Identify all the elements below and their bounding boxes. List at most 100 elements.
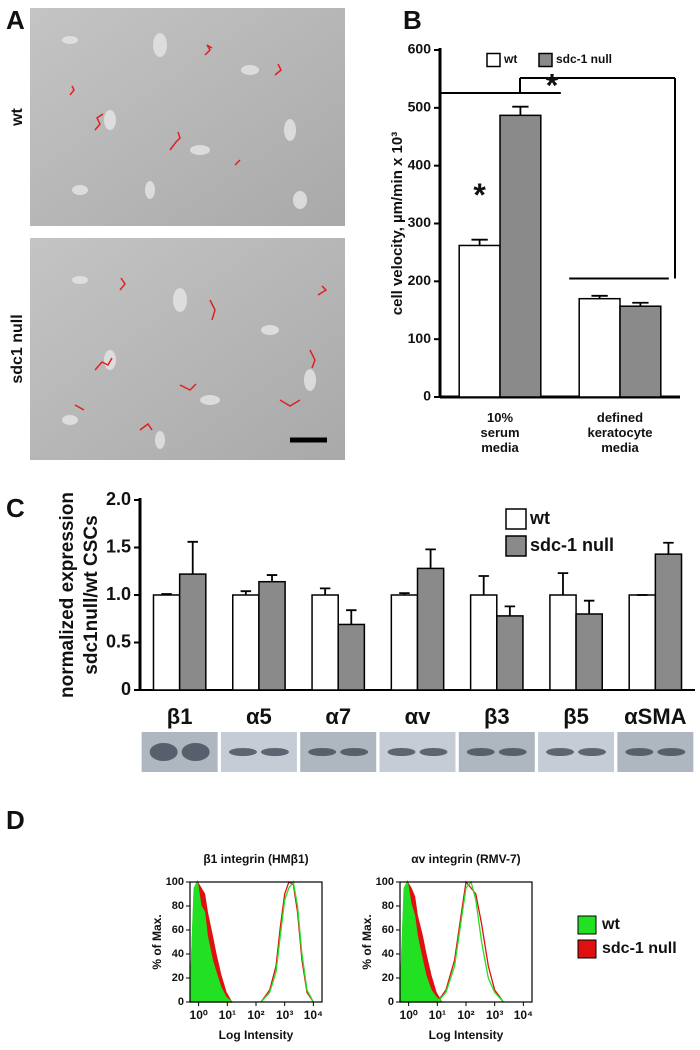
y-tick-label: 1.0	[106, 584, 131, 604]
legend-swatch	[577, 939, 597, 959]
histogram-line	[260, 880, 314, 1003]
blot-band	[625, 748, 654, 756]
bar	[578, 297, 621, 398]
y-tick-label: 20	[382, 972, 394, 984]
legend-label: sdc-1 null	[530, 535, 614, 555]
bar	[232, 594, 260, 691]
error-bar	[319, 587, 331, 595]
error-bar	[632, 301, 649, 307]
blot-band	[340, 748, 369, 756]
error-bar	[504, 605, 516, 616]
error-bar	[663, 541, 674, 555]
x-axis-label: Log Intensity	[219, 1028, 294, 1042]
y-tick-label: 40	[172, 948, 184, 960]
annotation: *	[546, 67, 559, 103]
bar	[458, 244, 501, 398]
x-tick-label: 10³	[276, 1008, 293, 1022]
y-tick-label: 60	[172, 924, 184, 936]
micrograph-label: sdc1 null	[9, 314, 26, 383]
y-tick-label: 1.5	[106, 536, 131, 556]
legend-label: sdc-1 null	[602, 940, 677, 957]
x-tick-label: 10⁰	[190, 1008, 208, 1022]
annotation: *	[473, 177, 486, 213]
legend-swatch	[577, 915, 597, 935]
y-tick-label: 2.0	[106, 489, 131, 509]
y-axis-label: sdc1null/wt CSCs	[81, 515, 102, 674]
y-tick-label: 0	[121, 679, 131, 699]
micrograph-sdc1-null	[30, 238, 345, 460]
bar	[311, 594, 339, 691]
legend-swatch	[505, 535, 527, 557]
bar	[390, 594, 419, 691]
blot-band	[260, 748, 289, 756]
bar	[654, 553, 683, 691]
y-tick-label: 80	[172, 900, 184, 912]
bar	[549, 594, 577, 691]
error-bar	[478, 575, 489, 595]
x-tick-label: 10¹	[219, 1008, 236, 1022]
histogram-line	[436, 880, 504, 1003]
blot-band	[578, 748, 607, 756]
y-tick-label: 60	[382, 924, 394, 936]
x-tick-label: 10⁴	[514, 1008, 533, 1022]
y-tick-label: 500	[408, 99, 432, 115]
error-bar	[425, 548, 436, 569]
blot-band	[419, 748, 448, 756]
blot-band	[657, 748, 686, 756]
y-tick-label: 100	[408, 330, 432, 346]
blot-band	[308, 748, 337, 756]
blot-band	[387, 748, 416, 756]
x-tick-label: αSMA	[624, 704, 687, 729]
bar	[499, 114, 542, 398]
chart-title: αv integrin (RMV-7)	[411, 852, 520, 866]
x-tick-label: 10³	[486, 1008, 503, 1022]
x-tick-label: αv	[405, 704, 432, 729]
bar	[178, 573, 207, 691]
x-tick-label: β5	[563, 704, 589, 729]
panel-label: A	[6, 5, 25, 35]
y-tick-label: 300	[408, 214, 432, 230]
x-tick-label: β3	[484, 704, 510, 729]
error-bar	[512, 105, 529, 116]
y-tick-label: 600	[408, 41, 432, 57]
x-tick-label: 10²	[457, 1008, 474, 1022]
bar	[416, 567, 445, 691]
x-tick-label: α5	[246, 704, 272, 729]
blot-band	[466, 748, 495, 756]
y-tick-label: 0	[423, 388, 431, 404]
histogram-area	[189, 879, 234, 1003]
x-tick-label: 10% serum media	[480, 410, 519, 455]
error-bar	[591, 294, 608, 299]
y-tick-label: 400	[408, 156, 432, 172]
legend-label: sdc-1 null	[556, 52, 612, 66]
x-tick-label: α7	[325, 704, 351, 729]
x-axis-label: Log Intensity	[429, 1028, 504, 1042]
x-tick-label: 10⁴	[304, 1008, 323, 1022]
y-axis-label: % of Max.	[150, 914, 164, 969]
y-tick-label: 100	[166, 876, 184, 888]
blot-band	[149, 743, 178, 761]
blot-band	[228, 748, 257, 756]
bar	[628, 594, 657, 691]
error-bar	[161, 593, 172, 595]
histogram-area	[399, 879, 444, 1003]
blot-band	[546, 748, 575, 756]
y-tick-label: 80	[382, 900, 394, 912]
error-bar	[187, 540, 198, 575]
error-bar	[557, 572, 569, 595]
chart-title: β1 integrin (HMβ1)	[203, 852, 308, 866]
panel-label: D	[6, 805, 25, 835]
error-bar	[471, 238, 488, 246]
bar	[258, 580, 286, 691]
y-tick-label: 0	[388, 996, 394, 1008]
bar	[575, 613, 603, 691]
blot-band	[181, 743, 210, 761]
panel-label: C	[6, 493, 25, 523]
error-bar	[346, 609, 357, 625]
y-tick-label: 100	[376, 876, 394, 888]
bar	[619, 305, 662, 398]
micrograph-label: wt	[9, 107, 26, 126]
bar	[469, 594, 498, 691]
legend-swatch	[538, 52, 553, 68]
